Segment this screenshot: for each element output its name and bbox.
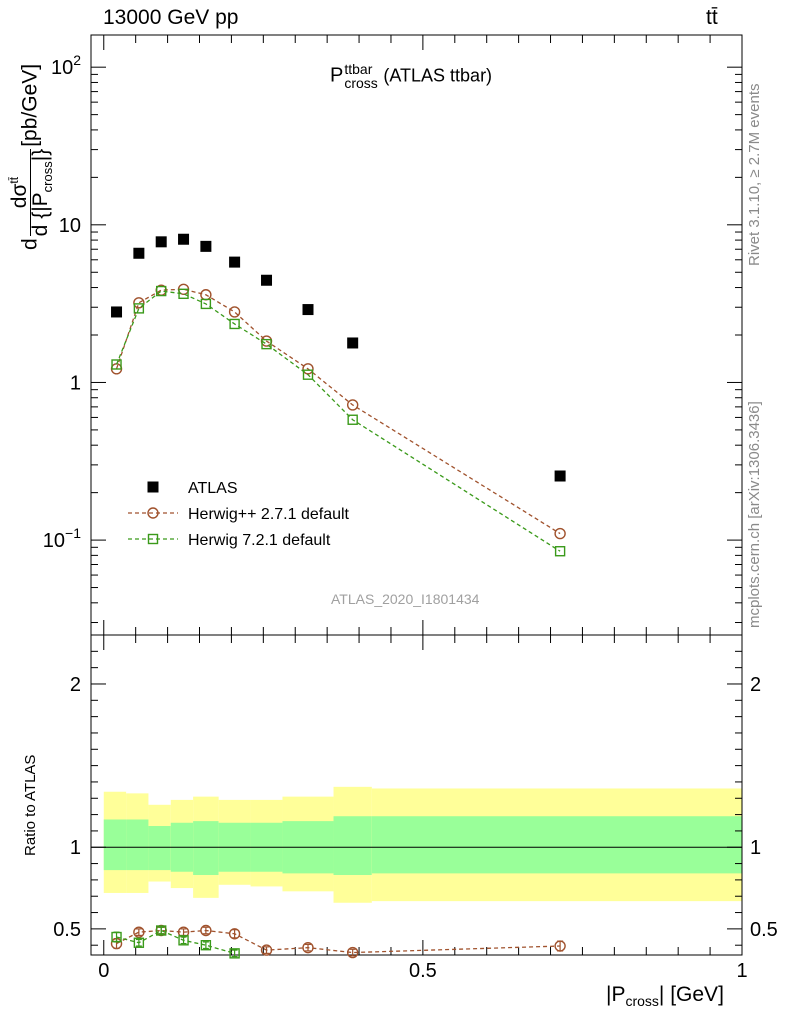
point-herwig7	[302, 369, 314, 380]
legend-label-herwigpp: Herwig++ 2.7.1 default	[188, 506, 350, 523]
ylabel-d: d	[18, 238, 42, 250]
analysis-watermark: ATLAS_2020_I1801434	[331, 591, 480, 607]
rivet-version-label: Rivet 3.1.10, ≥ 2.7M events	[746, 83, 763, 267]
ratio-point-herwigpp	[554, 940, 566, 952]
title-suffix: (ATLAS ttbar)	[383, 65, 493, 86]
x-axis-label: |Pcross| [GeV]	[606, 983, 724, 1009]
legend-marker-herwig7	[147, 533, 159, 545]
ratio-y-tick-label-right: 2	[750, 674, 761, 696]
point-herwig7	[200, 298, 212, 310]
band-inner	[193, 821, 219, 875]
legend-label-data: ATLAS	[188, 480, 238, 497]
point-data	[178, 233, 190, 245]
y-tick-label: 10	[59, 215, 81, 237]
xlabel-sub: cross	[625, 993, 659, 1010]
ratio-point-herwig7	[111, 931, 122, 943]
point-herwigpp	[228, 306, 241, 318]
legend-marker-data	[147, 481, 159, 493]
point-data	[347, 337, 359, 349]
title-symbol: P	[330, 64, 344, 87]
x-tick-label: 1	[736, 960, 747, 982]
y-tick-label: 102	[51, 52, 81, 79]
ylabel-den-sub: cross	[40, 161, 56, 193]
band-inner	[126, 819, 149, 871]
ratio-point-herwigpp	[260, 944, 273, 956]
point-herwig7	[111, 359, 122, 370]
title-sup: ttbar	[344, 61, 373, 77]
x-tick-label: 0.5	[409, 960, 437, 982]
point-herwigpp	[133, 297, 145, 309]
point-herwig7	[261, 338, 272, 350]
ratio-uncertainty-bands	[103, 786, 742, 903]
point-data	[302, 304, 314, 316]
ylabel-sigma: dσ	[8, 183, 31, 209]
point-herwigpp	[554, 527, 566, 540]
point-data	[229, 256, 241, 268]
ratio-point-herwigpp	[200, 924, 212, 937]
band-inner	[103, 819, 127, 871]
band-inner	[371, 816, 742, 874]
main-panel: 10−1 1 10 102	[43, 34, 743, 636]
main-series	[110, 233, 566, 557]
point-herwig7	[133, 303, 145, 314]
ratio-point-herwig7	[178, 935, 189, 946]
ratio-y-tick-label: 1	[70, 837, 81, 859]
ratio-point-herwig7	[200, 940, 212, 951]
ratio-y-tick-label: 2	[70, 674, 81, 696]
band-inner	[333, 816, 372, 875]
legend-marker-herwigpp	[147, 507, 159, 519]
point-data	[155, 236, 167, 248]
ratio-y-tick-label-right: 1	[750, 837, 761, 859]
ratio-frame	[90, 634, 743, 956]
point-data	[261, 274, 273, 286]
point-herwig7	[229, 318, 240, 330]
main-y-axis-label: d dσtt̄ d {|Pcross|} [pb/GeV]	[4, 64, 58, 250]
ylabel-unit: [pb/GeV]	[18, 63, 42, 147]
point-herwig7	[347, 414, 358, 425]
ratio-point-herwigpp	[133, 926, 145, 938]
series-line-herwigpp	[115, 288, 561, 535]
point-herwig7	[554, 546, 566, 557]
y-tick-label: 10−1	[43, 525, 81, 552]
ratio-series	[110, 924, 566, 959]
point-herwigpp	[302, 363, 314, 375]
x-tick-label: 0	[98, 960, 109, 982]
band-inner	[148, 826, 171, 871]
point-herwig7	[178, 288, 189, 300]
ratio-y-tick-label: 0.5	[53, 919, 81, 941]
source-label: mcplots.cern.ch [arXiv:1306.3436]	[746, 401, 763, 628]
ratio-point-herwig7	[133, 937, 145, 948]
process-label: tt̄	[706, 6, 718, 29]
point-herwig7	[156, 285, 167, 297]
ylabel-den-end: |}	[29, 148, 52, 162]
ratio-panel: 0 0.5 10.5 0.51 12 2	[53, 634, 778, 982]
ratio-point-herwigpp	[302, 941, 314, 954]
ratio-point-herwigpp	[346, 946, 359, 959]
legend: ATLAS Herwig++ 2.7.1 default Herwig 7.2.1 …	[128, 480, 350, 549]
point-data	[111, 306, 123, 318]
energy-label: 13000 GeV pp	[103, 6, 239, 29]
ratio-point-herwig7	[229, 948, 240, 959]
ylabel-den: d {|P	[29, 192, 52, 237]
ratio-point-herwigpp	[228, 928, 241, 940]
point-data	[133, 247, 145, 259]
ylabel-tt: tt̄	[7, 176, 21, 184]
ratio-y-axis-label: Ratio to ATLAS	[22, 754, 39, 856]
point-data	[200, 240, 212, 252]
ratio-line-herwigpp	[116, 929, 561, 954]
point-data	[554, 470, 566, 482]
point-herwigpp	[346, 399, 359, 411]
legend-label-herwig7: Herwig 7.2.1 default	[188, 532, 331, 549]
xlabel-open: |P	[606, 983, 626, 1006]
ratio-y-tick-label-right: 0.5	[750, 919, 778, 941]
xlabel-close: | [GeV]	[658, 983, 724, 1006]
ratio-point-herwig7	[156, 925, 167, 936]
y-tick-label: 1	[70, 372, 81, 394]
title-sub: cross	[344, 75, 378, 91]
